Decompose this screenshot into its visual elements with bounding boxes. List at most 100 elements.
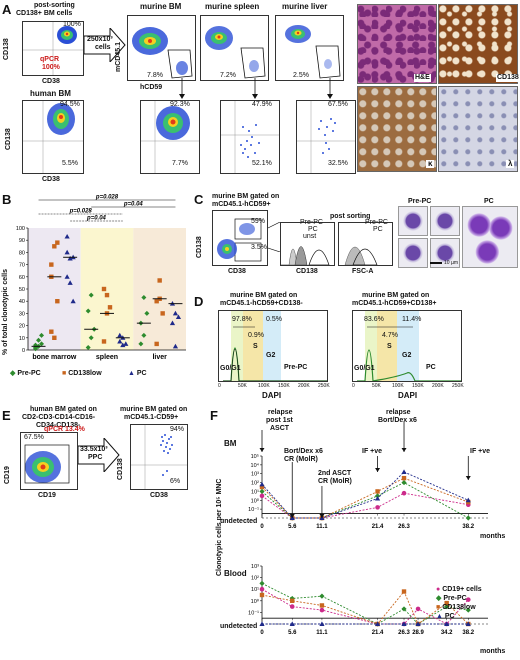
chart-f: 10⁻¹ 10⁰ 10¹ 10² 10³ 10⁴ 10⁵ 0 5.6 11.1 21.4 26.3 38… — [248, 422, 488, 636]
chart-b-point-2-1-2 — [123, 341, 129, 346]
chart-f-bm-point-2-0 — [259, 484, 265, 490]
chart-b-point-0-1-3 — [85, 345, 91, 351]
f-ann-relapse1b: post 1st — [266, 417, 293, 424]
cytospin-prepc-1 — [398, 206, 428, 236]
chart-b-ytick-0: 0 — [22, 348, 25, 354]
spleen-top: 47.9% — [252, 101, 272, 108]
chart-f-blood-ytick-2: 10⁰ — [251, 598, 260, 605]
d-ticks-right-1: 50K — [372, 383, 381, 389]
d-left-name: Pre-PC — [284, 364, 308, 371]
chart-f-arrowhead-3 — [375, 468, 381, 472]
chart-b-pvalue-1: p=0.028 — [69, 209, 93, 215]
chart-f-bm-ytick-2: 10⁰ — [251, 497, 260, 504]
chart-b-pvalue-2: p=0.04 — [123, 202, 144, 208]
f-undetected-bm: undetected — [220, 518, 258, 525]
murine-liver-title: murine liver — [282, 2, 328, 11]
chart-f-bm-ytick-3: 10¹ — [251, 489, 259, 495]
d-left-g01: 97.8% — [232, 316, 252, 323]
gate-arrows — [179, 78, 333, 99]
d-left-g2-label: G2 — [266, 352, 276, 359]
chart-f-bm-ytick-7: 10⁵ — [251, 453, 259, 460]
d-ticks-right-2: 100K — [392, 383, 404, 389]
c-prepc-key2: Pre-PC — [365, 219, 388, 226]
axis-hcd59: hCD59 — [140, 84, 163, 91]
chart-f-blood-xtick-1: 5.6 — [288, 630, 297, 636]
chart-b-point-2-0-5 — [70, 298, 76, 304]
human-top: 94.5% — [60, 101, 80, 108]
d-ticks-left-5: 250K — [318, 383, 330, 389]
d-right-g01: 83.6% — [364, 316, 384, 323]
chart-f-arrowhead-2 — [319, 514, 325, 518]
chart-b-point-1-2-4 — [157, 278, 162, 283]
post-sorting-label: post-sorting — [34, 2, 75, 9]
chart-b-point-2-2-3 — [169, 320, 176, 326]
spleen-bottom: 52.1% — [252, 160, 272, 167]
chart-b-point-2-2-4 — [172, 343, 179, 349]
chart-f-bm-point-3-4 — [401, 469, 407, 474]
liver-top: 67.5% — [328, 101, 348, 108]
murine-spleen-title: murine spleen — [205, 2, 260, 11]
chart-f-blood-xtick-0: 0 — [260, 630, 264, 636]
d-ticks-right-3: 150K — [412, 383, 424, 389]
chart-f-blood-xtick-2: 11.1 — [316, 630, 328, 636]
chart-f-blood-point-3-2 — [319, 621, 325, 626]
plot-human-bm — [22, 100, 84, 174]
chart-f-blood-point-3-4 — [401, 621, 407, 626]
histology-cd138 — [438, 4, 518, 84]
gate-spleen: 7.2% — [220, 72, 236, 79]
chart-f-blood-point-3-1 — [289, 621, 295, 626]
human-bottom: 5.5% — [62, 160, 78, 167]
histology-lambda — [438, 86, 518, 172]
chart-f-blood-series-1 — [261, 582, 469, 625]
axis-cd38: CD38 — [42, 78, 60, 85]
plot-bm-cd138 — [140, 100, 200, 174]
chart-b-ytick-1: 10 — [19, 336, 25, 342]
chart-b-bg-1 — [80, 228, 134, 350]
chart-b-point-1-0-5 — [55, 240, 60, 245]
qpcr-pct: 100% — [42, 64, 60, 71]
e-bottom-pct: 6% — [170, 478, 181, 485]
chart-b-point-2-1-3 — [117, 338, 123, 344]
chart-f-bm-series-2 — [261, 477, 469, 519]
c-title2: mCD45.1-hCD59+ — [212, 201, 271, 208]
chart-b-ytick-8: 80 — [19, 250, 25, 256]
f-legend-item: ● CD19+ cells — [436, 585, 482, 594]
chart-f-bm-xtick-2: 11.1 — [316, 524, 328, 530]
chart-f-bm-ytick-1: 10⁻¹ — [248, 507, 259, 513]
d-right-s-pct: 4.7% — [382, 332, 398, 339]
d-axis-dapi-left: DAPI — [262, 391, 282, 400]
histology-cd138-label: CD138 — [496, 74, 520, 82]
chart-f-arrowhead-5 — [465, 476, 471, 480]
cytospin-prepc-label: Pre-PC — [408, 198, 432, 205]
chart-b-point-0-0-5 — [39, 332, 45, 338]
chart-f-blood-ytick-4: 10² — [251, 576, 259, 582]
chart-b-point-0-0-3 — [33, 346, 39, 352]
qpcr-label: qPCR — [40, 56, 60, 63]
d-title-right: murine BM gated on — [362, 292, 430, 299]
chart-f-bm-xtick-4: 26.3 — [398, 524, 410, 530]
plot-e-murine — [130, 424, 188, 490]
c-title: murine BM gated on — [212, 193, 280, 200]
f-ann-2nd-cr: CR (MolR) — [318, 478, 352, 485]
f-legend-marker: ▲ — [436, 613, 445, 620]
legend-b-prepc-text: Pre-PC — [17, 370, 41, 377]
scale-bar-label: 10 µm — [444, 260, 458, 266]
chart-b-point-1-0-4 — [52, 244, 57, 249]
e-title2: CD2-CD3-CD14-CD16- — [22, 414, 96, 421]
chart-f-bm-point-2-3 — [375, 489, 380, 494]
chart-b-point-2-1-0 — [117, 332, 123, 338]
plot-murine-bm — [127, 15, 196, 81]
c-axis-cd138-x: CD138 — [296, 268, 318, 275]
panel-a-letter: A — [2, 2, 12, 17]
e-transfer-arrow — [78, 438, 120, 472]
legend-b-pc-text: PC — [136, 370, 147, 377]
chart-f-bm-point-0-3 — [375, 505, 380, 510]
bm-bottom: 7.7% — [172, 160, 188, 167]
chart-b-point-1-2-3 — [154, 341, 159, 347]
f-ann-if: IF +ve — [362, 448, 383, 455]
chart-f-bm-point-0-0 — [259, 493, 265, 499]
chart-b-point-1-1-0 — [101, 286, 107, 292]
f-ann-cr: CR (MolR) — [284, 456, 318, 463]
liver-bottom: 32.5% — [328, 160, 348, 167]
chart-b-point-1-0-2 — [55, 299, 60, 304]
